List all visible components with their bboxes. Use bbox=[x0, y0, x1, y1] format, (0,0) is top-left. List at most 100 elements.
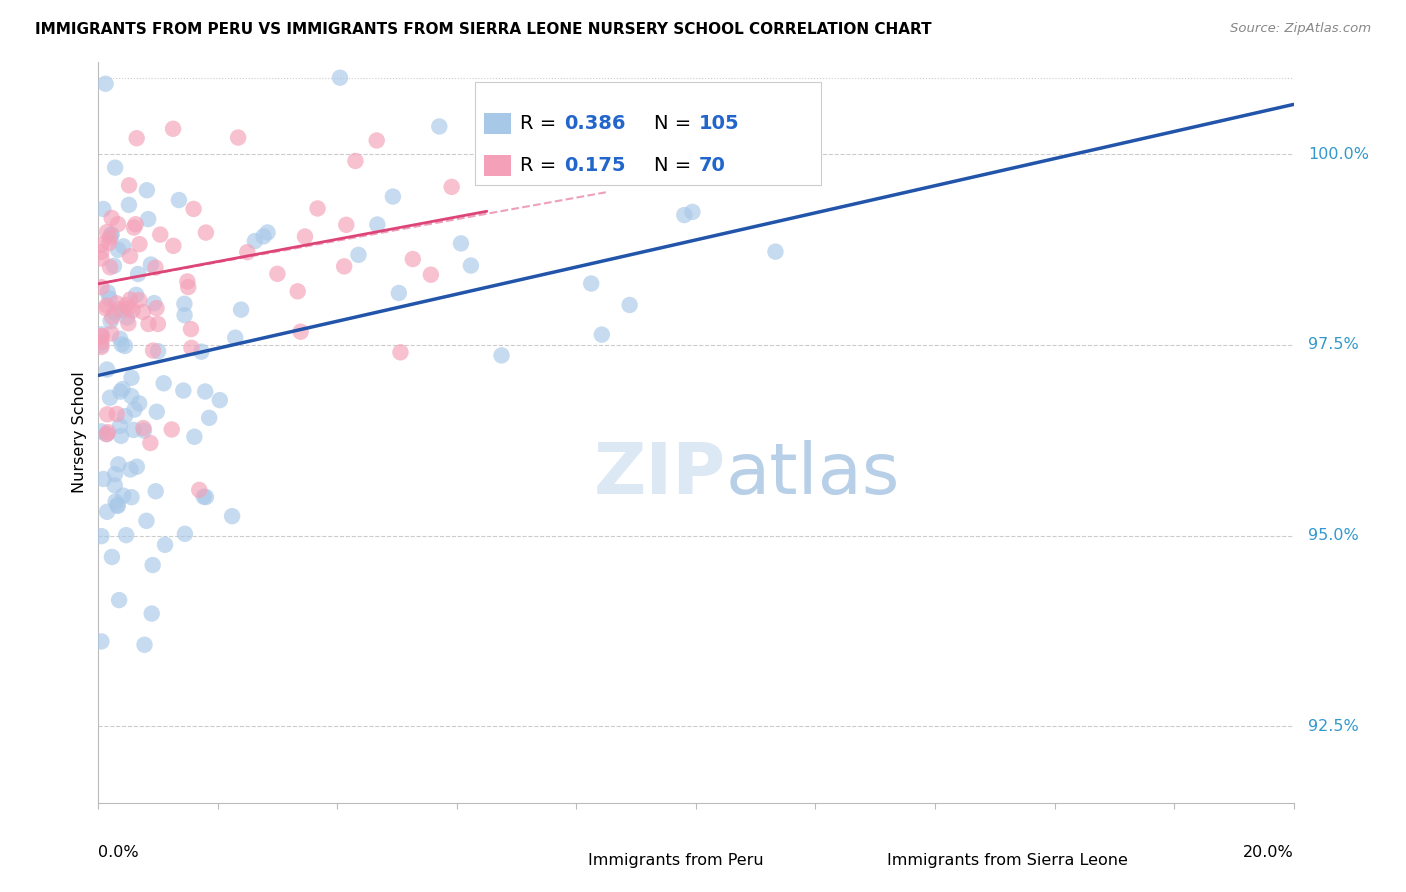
Point bbox=[194, 490, 217, 504]
Point bbox=[118, 249, 141, 263]
Point bbox=[128, 293, 150, 307]
Point bbox=[98, 235, 121, 250]
Text: 97.5%: 97.5% bbox=[1309, 337, 1360, 352]
Point bbox=[671, 164, 693, 178]
Point bbox=[90, 280, 112, 294]
Point bbox=[188, 483, 211, 497]
Point bbox=[381, 189, 404, 203]
Point bbox=[142, 558, 165, 572]
Point bbox=[146, 317, 169, 331]
Point bbox=[100, 211, 122, 225]
Point bbox=[114, 409, 136, 424]
Point bbox=[120, 462, 142, 476]
Point bbox=[681, 205, 703, 219]
Point bbox=[174, 526, 197, 541]
Point bbox=[97, 285, 120, 300]
Point bbox=[491, 348, 513, 362]
Point bbox=[180, 341, 202, 355]
Point bbox=[104, 305, 127, 319]
Point bbox=[389, 345, 412, 359]
Point bbox=[90, 237, 112, 252]
Text: 0.175: 0.175 bbox=[565, 156, 626, 175]
Point bbox=[183, 202, 205, 216]
Bar bbox=[845, 843, 879, 877]
Point bbox=[120, 293, 142, 307]
Point bbox=[108, 593, 131, 607]
Text: Source: ZipAtlas.com: Source: ZipAtlas.com bbox=[1230, 22, 1371, 36]
Point bbox=[107, 217, 129, 231]
Point bbox=[440, 180, 463, 194]
Point bbox=[366, 133, 388, 147]
Point bbox=[146, 344, 169, 359]
Point bbox=[221, 509, 243, 524]
Point bbox=[122, 423, 145, 437]
Point bbox=[110, 384, 132, 399]
Point bbox=[124, 402, 146, 417]
Point bbox=[111, 303, 134, 318]
Point bbox=[146, 405, 169, 419]
Point bbox=[194, 226, 217, 240]
Text: Immigrants from Peru: Immigrants from Peru bbox=[589, 853, 763, 868]
Point bbox=[108, 418, 131, 433]
Point bbox=[142, 343, 165, 358]
Point bbox=[94, 77, 117, 91]
Point bbox=[160, 422, 183, 436]
Point bbox=[100, 314, 122, 328]
Point bbox=[132, 424, 155, 438]
Point bbox=[107, 243, 129, 257]
Point bbox=[120, 389, 142, 403]
Point bbox=[100, 326, 122, 341]
Point bbox=[108, 302, 131, 317]
Point bbox=[162, 121, 184, 136]
Point bbox=[115, 298, 138, 312]
Point bbox=[347, 248, 370, 262]
Point bbox=[190, 344, 212, 359]
Point bbox=[125, 288, 148, 302]
Point bbox=[98, 292, 121, 306]
Point bbox=[91, 202, 114, 216]
Bar bbox=[484, 112, 510, 134]
Point bbox=[128, 237, 150, 252]
Bar bbox=[484, 155, 510, 176]
Point bbox=[105, 296, 128, 310]
Point bbox=[122, 220, 145, 235]
Point bbox=[104, 494, 127, 508]
Point bbox=[96, 298, 118, 312]
Text: N =: N = bbox=[654, 114, 697, 133]
Point bbox=[173, 308, 195, 322]
Point bbox=[256, 226, 278, 240]
Point bbox=[96, 225, 118, 239]
Point bbox=[366, 218, 388, 232]
Point bbox=[90, 425, 112, 439]
Point bbox=[143, 296, 166, 310]
Point bbox=[110, 429, 132, 443]
Text: 0.386: 0.386 bbox=[565, 114, 626, 133]
Point bbox=[125, 131, 148, 145]
Point bbox=[329, 70, 352, 85]
Point bbox=[765, 244, 787, 259]
Point bbox=[193, 490, 215, 504]
Point bbox=[173, 297, 195, 311]
Point bbox=[139, 258, 162, 272]
Point bbox=[132, 305, 155, 319]
Point bbox=[177, 280, 200, 294]
Point bbox=[226, 130, 249, 145]
Point bbox=[97, 425, 120, 440]
Point bbox=[112, 489, 135, 503]
Point bbox=[90, 327, 112, 342]
Point bbox=[104, 478, 127, 492]
Point bbox=[104, 161, 127, 175]
Point bbox=[132, 421, 155, 435]
Point bbox=[100, 227, 122, 242]
Point bbox=[138, 317, 160, 331]
Point bbox=[127, 267, 149, 281]
Point bbox=[121, 370, 143, 384]
Point bbox=[125, 459, 148, 474]
Point bbox=[658, 117, 681, 131]
Point bbox=[145, 484, 167, 499]
Text: 100.0%: 100.0% bbox=[1309, 146, 1369, 161]
Point bbox=[90, 529, 112, 543]
Point bbox=[172, 384, 194, 398]
Point bbox=[236, 245, 259, 260]
Point bbox=[128, 396, 150, 410]
